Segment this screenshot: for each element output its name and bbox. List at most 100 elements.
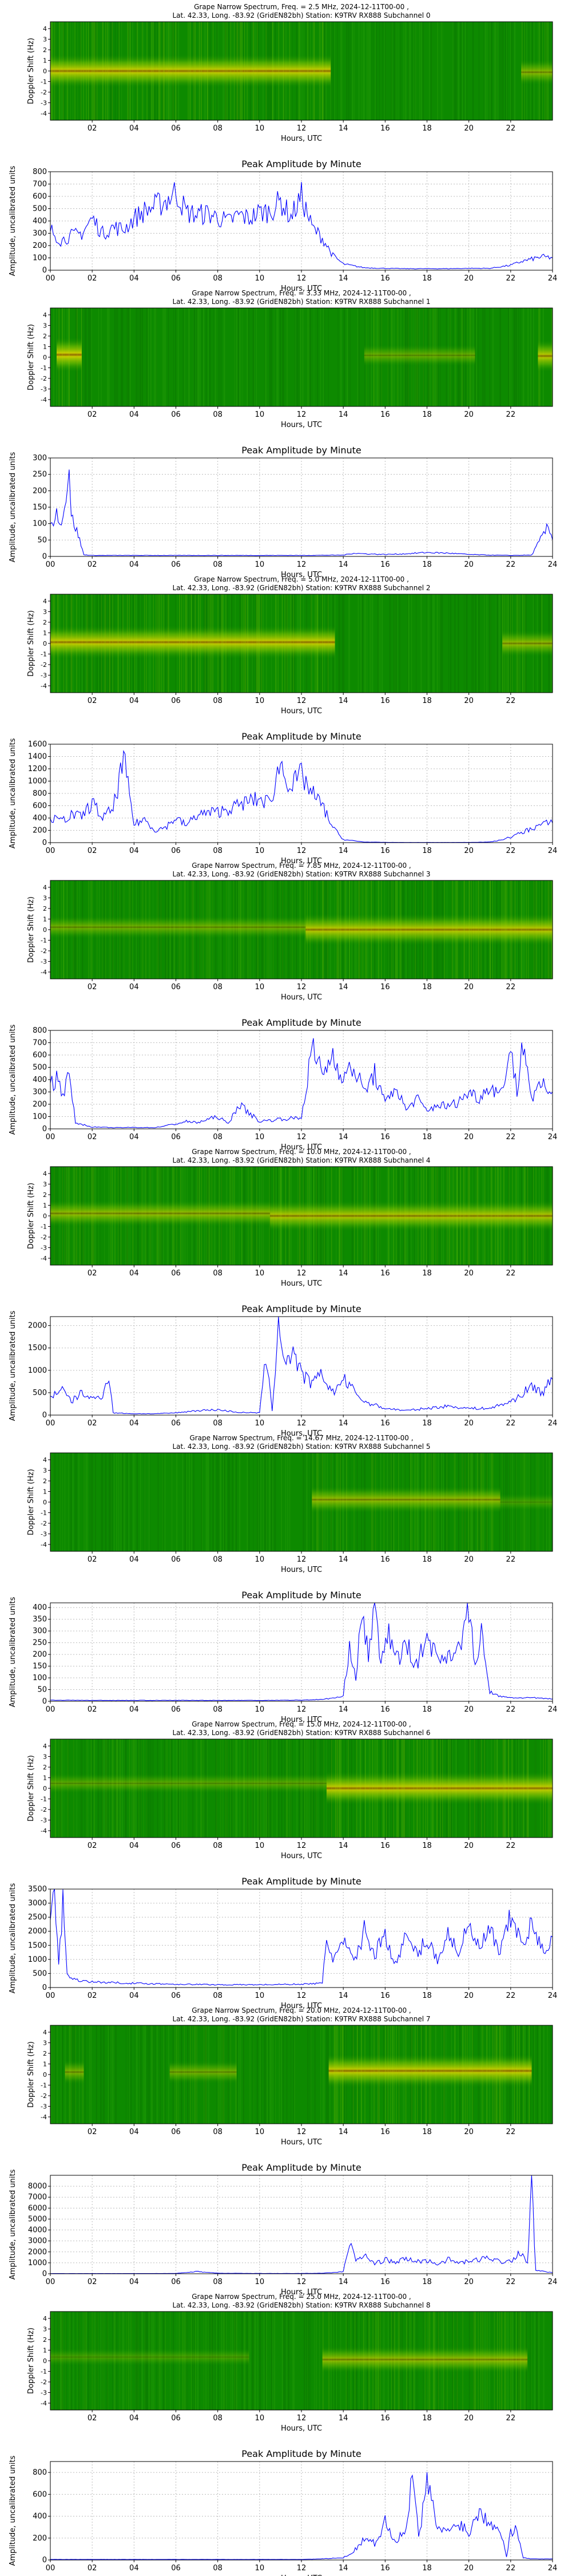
flicker-line (400, 880, 402, 979)
signal-band (538, 339, 553, 373)
noise-streak (463, 22, 464, 120)
noise-streak (146, 2025, 148, 2124)
flicker-line (431, 1167, 432, 1265)
y-tick-label: 1 (43, 2347, 47, 2354)
noise-streak (249, 2312, 251, 2410)
x-tick-label: 16 (380, 1133, 390, 1141)
noise-streak (543, 2025, 545, 2124)
noise-streak (136, 308, 137, 406)
noise-streak (285, 2312, 287, 2410)
flicker-line (432, 308, 434, 406)
x-tick-label: 16 (380, 1555, 390, 1564)
flicker-line (257, 1739, 258, 1838)
noise-streak (205, 1453, 207, 1551)
noise-streak (309, 308, 311, 406)
x-tick-label: 18 (422, 1269, 432, 1278)
flicker-line (511, 880, 513, 979)
noise-streak (223, 1453, 225, 1551)
noise-streak (514, 22, 516, 120)
flicker-line (149, 2312, 150, 2410)
noise-streak (102, 1453, 104, 1551)
flicker-line (132, 1167, 133, 1265)
x-tick-label: 06 (171, 2128, 181, 2136)
noise-streak (265, 308, 267, 406)
noise-streak (85, 1453, 86, 1551)
y-tick-label: 0 (42, 2556, 47, 2565)
noise-streak (108, 1453, 110, 1551)
noise-streak (252, 2312, 253, 2410)
noise-streak (82, 308, 84, 406)
noise-streak (464, 22, 466, 120)
noise-streak (139, 308, 141, 406)
noise-streak (164, 308, 165, 406)
flicker-line (126, 594, 128, 693)
x-tick-label: 02 (88, 560, 97, 569)
flicker-line (334, 2025, 335, 2124)
y-tick-label: 400 (33, 1076, 47, 1084)
flicker-line (503, 1739, 505, 1838)
noise-streak (112, 2025, 113, 2124)
x-tick-label: 18 (422, 697, 432, 705)
x-tick-label: 00 (46, 2564, 55, 2573)
x-tick-label: 16 (380, 983, 390, 991)
flicker-line (541, 1167, 542, 1265)
x-tick-label: 16 (380, 2278, 390, 2286)
flicker-line (58, 880, 59, 979)
noise-streak (126, 308, 128, 406)
y-tick-label: 500 (33, 205, 47, 214)
noise-streak (193, 1453, 194, 1551)
flicker-line (220, 1739, 221, 1838)
flicker-line (109, 594, 110, 693)
y-tick-label: 8000 (28, 2182, 47, 2191)
flicker-line (468, 1167, 470, 1265)
flicker-line (80, 1167, 81, 1265)
flicker-line (212, 880, 213, 979)
x-tick-label: 12 (297, 274, 307, 283)
y-tick-label: 800 (33, 168, 47, 176)
flicker-line (395, 880, 396, 979)
x-axis-label: Hours, UTC (281, 1852, 322, 1860)
noise-streak (283, 2312, 284, 2410)
noise-streak (182, 1453, 184, 1551)
flicker-line (201, 1167, 202, 1265)
flicker-line (76, 1167, 77, 1265)
noise-streak (266, 2312, 267, 2410)
flicker-line (118, 22, 120, 120)
flicker-line (126, 1167, 128, 1265)
flicker-line (106, 1739, 108, 1838)
noise-streak (406, 22, 407, 120)
flicker-line (502, 1453, 503, 1551)
noise-streak (140, 1453, 141, 1551)
x-tick-label: 22 (506, 2278, 516, 2286)
noise-streak (340, 308, 342, 406)
noise-streak (364, 594, 366, 693)
noise-streak (134, 2025, 136, 2124)
flicker-line (366, 880, 367, 979)
band-flicker (323, 2312, 526, 2410)
noise-streak (310, 308, 311, 406)
flicker-line (102, 22, 103, 120)
x-tick-label: 06 (171, 124, 181, 133)
x-tick-label: 20 (464, 697, 474, 705)
flicker-line (507, 594, 509, 693)
x-tick-label: 14 (339, 847, 348, 855)
spectrogram-panel-4: Grape Narrow Spectrum, Freq. = 10.0 MHz,… (27, 1148, 554, 1288)
x-tick-label: 18 (422, 1555, 432, 1564)
flicker-line (435, 1453, 436, 1551)
noise-streak (109, 1453, 111, 1551)
band-flicker (522, 22, 549, 120)
x-tick-label: 04 (129, 1555, 139, 1564)
noise-streak (380, 594, 381, 693)
flicker-line (404, 1167, 405, 1265)
flicker-line (539, 308, 541, 406)
noise-streak (486, 594, 488, 693)
x-tick-label: 20 (464, 1133, 474, 1141)
noise-streak (224, 1453, 226, 1551)
noise-streak (538, 2312, 540, 2410)
noise-streak (128, 2025, 130, 2124)
y-tick-label: 400 (33, 217, 47, 226)
noise-streak (357, 308, 359, 406)
flicker-line (293, 594, 294, 693)
flicker-line (545, 1739, 546, 1838)
noise-streak (499, 308, 500, 406)
